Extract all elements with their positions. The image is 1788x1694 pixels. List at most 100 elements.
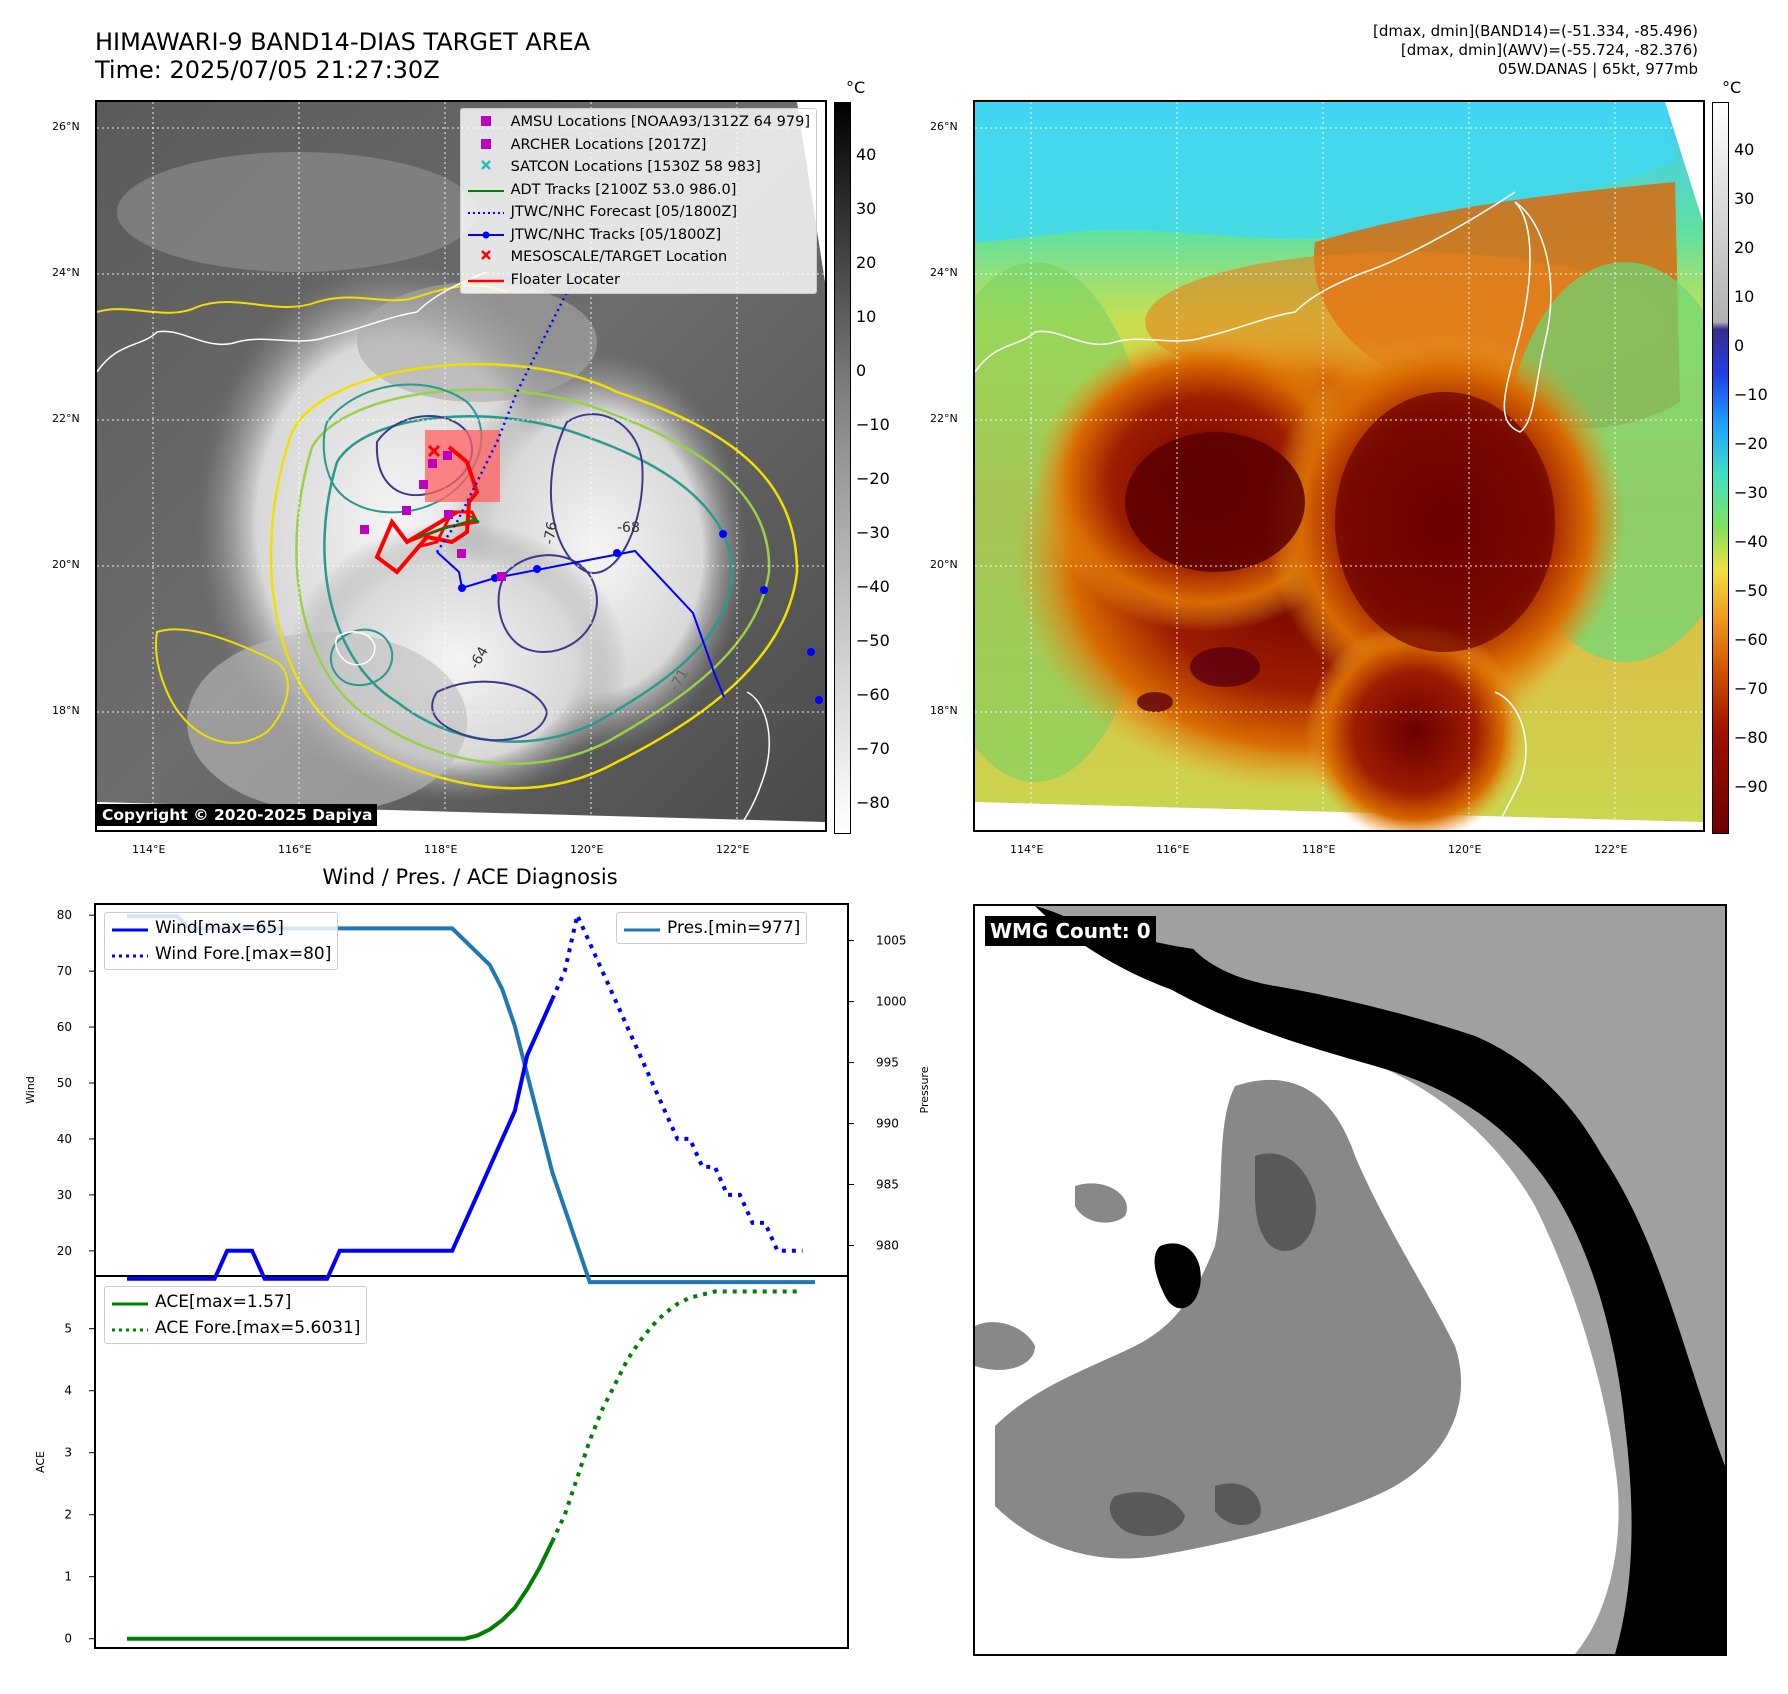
wind-axis-label: Wind [24,1076,37,1104]
blue-line-dot-icon [467,227,505,243]
colorbar-tick: −70 [856,739,890,758]
colorbar-tick: −80 [856,793,890,812]
y-tick-label: 3 [64,1446,72,1460]
pressure-series-line [127,914,815,1285]
green-line-icon [111,1292,149,1312]
info-line-2: [dmax, dmin](AWV)=(-55.724, -82.376) [1400,41,1698,59]
lat-tick: 20°N [930,558,958,571]
colorbar-tick: −20 [856,469,890,488]
awv-map [975,102,1703,830]
target-location-marker [427,444,441,458]
colorbar-tick: 20 [856,253,877,272]
legend-item-ace-forecast: ACE Fore.[max=5.6031] [111,1315,360,1341]
lat-tick: 26°N [52,120,80,133]
map-legend: AMSU Locations [NOAA93/1312Z 64 979] ARC… [459,108,817,294]
ace-legend: ACE[max=1.57] ACE Fore.[max=5.6031] [104,1286,368,1344]
colorbar-tick: −80 [1734,728,1768,747]
colorbar-tick: −40 [1734,532,1768,551]
colorbar-tick: 30 [1734,189,1755,208]
lon-tick: 116°E [1156,843,1190,856]
colorbar-tick: −50 [1734,581,1768,600]
awv-map-panel [973,100,1705,832]
ace-axis-label: ACE [34,1451,47,1473]
legend-item-wind-forecast: Wind Fore.[max=80] [111,941,331,967]
colorbar-tick: −90 [1734,777,1768,796]
lat-tick: 18°N [930,704,958,717]
colorbar-tick: 10 [1734,287,1755,306]
y2-tick-label: 990 [876,1117,899,1131]
magenta-square-icon [467,114,505,130]
blue-line-icon [111,918,149,938]
legend-item-pressure: Pres.[min=977] [623,915,800,941]
colorbar-tick: 0 [1734,336,1745,355]
lon-tick: 114°E [1010,843,1044,856]
legend-item-adt: ADT Tracks [2100Z 53.0 986.0] [467,179,810,202]
legend-item-ace: ACE[max=1.57] [111,1289,360,1315]
cyan-x-icon [467,159,505,175]
wmg-panel: WMG Count: 0 [973,904,1727,1656]
legend-item-wind: Wind[max=65] [111,915,331,941]
colorbar-tick: −30 [1734,483,1768,502]
lon-tick: 114°E [132,843,166,856]
colorbar-tick: 40 [856,145,877,164]
magenta-square-icon [467,137,505,153]
diagnosis-title: Wind / Pres. / ACE Diagnosis [322,865,617,889]
lon-tick: 118°E [424,843,458,856]
colorbar-unit: °C [1722,78,1742,97]
colorbar-unit: °C [846,78,866,97]
y2-tick-label: 1000 [876,995,907,1009]
wmg-grid [975,906,1725,1654]
colorbar-tick: 0 [856,361,867,380]
y2-tick-label: 980 [876,1239,899,1253]
colorbar-tick: −40 [856,577,890,596]
diagnosis-chart: Wind / Pres. / ACE Diagnosis Wind Pressu… [0,858,940,1690]
ace-series-line [127,1540,555,1641]
y-tick-label: 80 [57,908,72,922]
lon-tick: 118°E [1302,843,1336,856]
contour-label: -76 [541,520,561,545]
legend-item-floater: Floater Locater [467,269,810,292]
lat-tick: 22°N [52,412,80,425]
info-line-3: 05W.DANAS | 65kt, 977mb [1497,60,1698,78]
steel-blue-line-icon [623,918,661,938]
legend-item-forecast: JTWC/NHC Forecast [05/1800Z] [467,201,810,224]
diagnosis-chart-svg: Wind / Pres. / ACE Diagnosis Wind Pressu… [24,865,931,1649]
y-tick-label: 5 [64,1322,72,1336]
legend-item-archer: ARCHER Locations [2017Z] [467,134,810,157]
ace-axes-frame [94,1275,849,1649]
legend-item-tracks: JTWC/NHC Tracks [05/1800Z] [467,224,810,247]
lon-tick: 120°E [570,843,604,856]
lat-tick: 24°N [930,266,958,279]
y-tick-label: 4 [64,1384,72,1398]
red-line-icon [467,272,505,288]
green-dotted-line-icon [111,1318,149,1338]
colorbar-tick: −10 [856,415,890,434]
red-x-icon [467,249,505,265]
y-tick-label: 20 [57,1244,72,1258]
colorbar-tick: −60 [1734,630,1768,649]
y2-tick-label: 985 [876,1178,899,1192]
colorbar-tick: −70 [1734,679,1768,698]
chart-title: HIMAWARI-9 BAND14-DIAS TARGET AREA Time:… [95,28,590,84]
colorbar-tick: −50 [856,631,890,650]
colorbar-tick: −30 [856,523,890,542]
info-line-1: [dmax, dmin](BAND14)=(-51.334, -85.496) [1373,22,1698,40]
lat-tick: 22°N [930,412,958,425]
colorbar-tick: −20 [1734,434,1768,453]
lat-tick: 26°N [930,120,958,133]
wind-forecast-series-line [550,908,803,1253]
y2-tick-label: 995 [876,1056,899,1070]
legend-item-satcon: SATCON Locations [1530Z 58 983] [467,156,810,179]
colorbar-tick: 10 [856,307,877,326]
wind-legend: Wind[max=65] Wind Fore.[max=80] [104,912,339,970]
colorbar-tick: 20 [1734,238,1755,257]
pressure-legend: Pres.[min=977] [616,912,808,944]
title-line-2: Time: 2025/07/05 21:27:30Z [95,56,440,84]
pressure-axis-label: Pressure [918,1066,931,1113]
colorbar-tick: −10 [1734,385,1768,404]
colorbar-tick: −60 [856,685,890,704]
ir-colorbar [834,102,851,834]
y-tick-label: 70 [57,964,72,978]
blue-dotted-line-icon [111,944,149,964]
awv-colorbar [1712,102,1729,834]
